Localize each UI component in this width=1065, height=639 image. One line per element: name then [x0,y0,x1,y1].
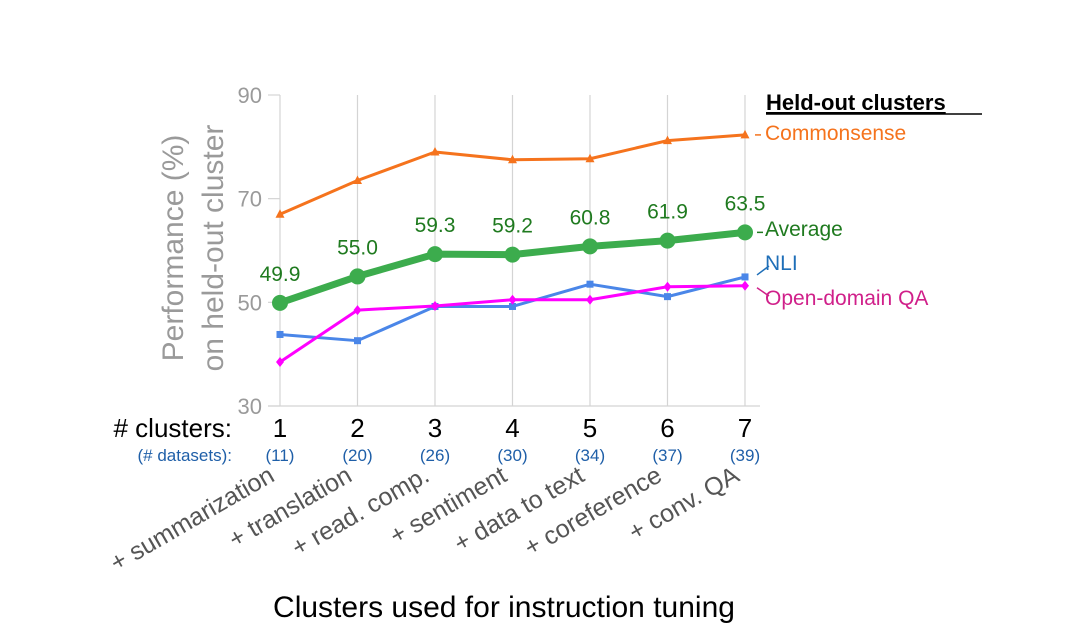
x-axis-ticks: 1 (11) 2 (20) 3 (26) 4 (30) 5 (34) 6 (37) 7 (39) [266,413,761,465]
data-labels: 49.9 55.0 59.3 59.2 60.8 61.9 63.5 [260,192,766,285]
series-lines [272,129,753,367]
data-point [586,280,594,288]
x-tick-label: 6 [660,413,674,443]
dataset-count-label: (26) [420,446,450,465]
dataset-count-label: (11) [266,446,295,465]
data-point [585,153,595,163]
x-tick-label: 5 [583,413,597,443]
data-point [509,302,516,310]
legend-entry: Commonsense [765,122,906,145]
x-tick-label: 2 [350,413,364,443]
x-tick-label: 7 [738,413,752,443]
dataset-count-label: (39) [730,446,760,465]
data-point [741,280,749,291]
y-tick-label: 30 [238,394,262,419]
data-label: 59.2 [492,215,533,238]
y-tick-label: 90 [238,83,262,108]
legend-title: Held-out clusters [766,90,946,115]
data-point [276,330,284,338]
data-point [737,224,753,241]
data-label: 55.0 [337,236,378,259]
x-tick-label: 3 [428,413,442,443]
data-point [275,209,285,218]
x-tick-label: 1 [273,413,287,443]
x-tick-label: 4 [505,413,519,443]
data-label: 63.5 [725,192,766,215]
legend-leader [756,287,770,297]
x-clusters-row-label: # clusters: [114,413,233,443]
x-datasets-row-label: (# datasets): [138,446,233,465]
data-point [353,175,362,185]
y-axis-label-line1: Performance (%) [157,135,190,362]
data-point [430,147,440,156]
data-point [664,293,671,301]
data-point [508,294,517,305]
dataset-count-label: (37) [652,446,682,465]
dataset-count-label: (34) [575,446,605,465]
data-point [504,246,521,263]
legend-entry: NLI [765,252,798,275]
data-point [659,232,676,249]
data-point [349,268,366,285]
data-point [431,300,439,311]
legend-leader [756,265,770,276]
data-point [740,129,750,139]
data-label: 49.9 [260,263,301,286]
y-axis-label-line2: on held-out cluster [197,125,230,372]
dataset-count-label: (20) [342,446,372,465]
data-label: 59.3 [415,214,456,237]
legend-entry: Average [765,218,843,241]
data-point [582,238,598,255]
data-point [354,337,361,345]
data-point [663,135,672,145]
data-point [272,294,288,311]
legend-entry: Open-domain QA [765,287,928,310]
legend: Commonsense Average NLI Open-domain QA [755,122,928,310]
data-point [586,294,594,305]
data-point [741,273,749,281]
category-labels: + summarization+ translation+ read. comp… [106,461,745,577]
data-label: 61.9 [647,201,688,224]
data-point [508,154,517,164]
data-point [427,246,443,263]
x-axis-label: Clusters used for instruction tuning [273,591,735,624]
data-label: 60.8 [570,206,611,229]
data-point [276,356,284,367]
y-axis-ticks: 30 50 70 90 [238,83,262,419]
y-tick-label: 50 [238,290,262,315]
data-point [663,281,672,292]
dataset-count-label: (30) [497,446,527,465]
y-tick-label: 70 [238,187,262,212]
data-point [353,305,362,316]
